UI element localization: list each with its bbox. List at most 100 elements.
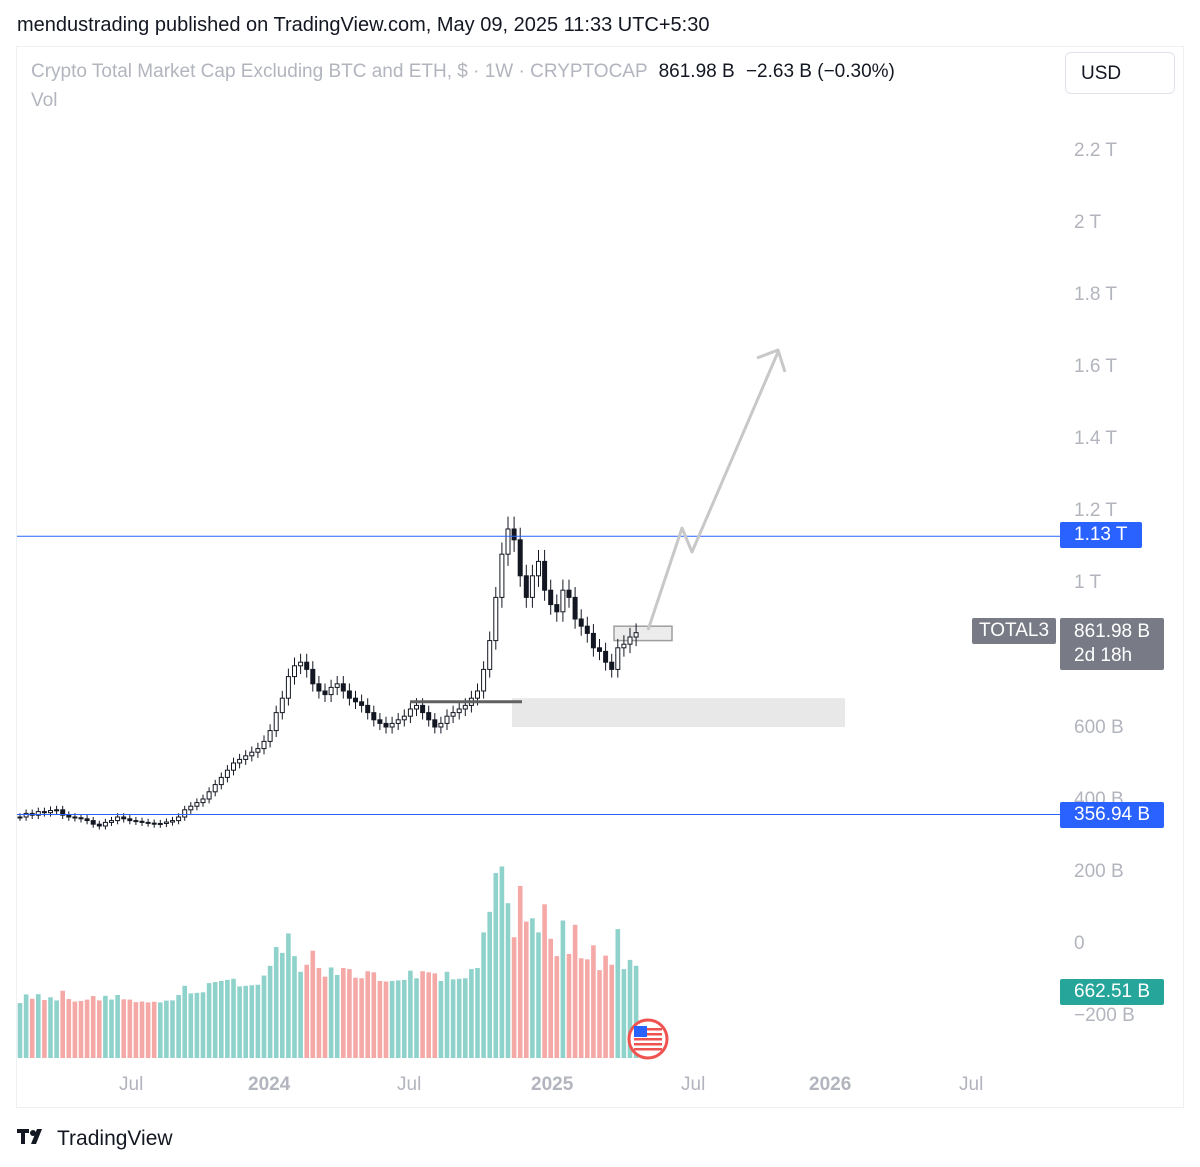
tradingview-logo-icon-svg [17, 1129, 42, 1144]
candle-body [151, 822, 157, 825]
volume-bar [481, 932, 486, 1058]
candle-body [633, 632, 639, 638]
candle-body [261, 740, 267, 750]
candle-body [182, 809, 188, 818]
volume-tag: 662.51 B [1060, 979, 1165, 1005]
candle-body [249, 751, 255, 757]
volume-bar [420, 971, 425, 1058]
volume-bar [383, 981, 389, 1058]
volume-bar [90, 996, 96, 1058]
candle-body [505, 528, 511, 555]
price-tick: 1.4 T [1074, 428, 1117, 449]
candle-body [127, 818, 133, 822]
last-price-value: 861.98 B [1074, 621, 1151, 642]
volume-bar [115, 995, 120, 1058]
candle-body [627, 636, 633, 645]
candle-body [72, 816, 78, 819]
volume-bar [463, 978, 468, 1058]
candle-body [322, 690, 328, 696]
candle-body [279, 697, 285, 714]
volume-bar [29, 998, 35, 1058]
candle-body [35, 811, 41, 816]
candle-body [578, 618, 584, 627]
volume-bar [615, 929, 621, 1058]
candle-body [292, 665, 297, 678]
candle-body [542, 560, 548, 591]
candle-body [243, 755, 249, 760]
price-tick: 600 B [1074, 717, 1124, 738]
candle-body [371, 712, 377, 721]
candle-body [188, 805, 194, 811]
volume-bar [261, 975, 267, 1058]
candle-body [584, 625, 590, 634]
volume-bar [84, 999, 90, 1058]
volume-bar [72, 1001, 78, 1058]
volume-bar [542, 904, 547, 1058]
volume-bar [212, 982, 218, 1058]
volume-bar [182, 985, 187, 1058]
footer-brand[interactable]: TradingView [17, 1126, 173, 1152]
volume-bar [341, 968, 346, 1058]
candle-body [285, 676, 291, 699]
volume-bar [48, 997, 53, 1058]
volume-bar [219, 980, 224, 1058]
candle-body [353, 697, 358, 703]
price-tick: 1.8 T [1074, 284, 1117, 305]
candle-body [548, 589, 554, 606]
candle-body [523, 575, 529, 598]
candle-body [426, 712, 432, 721]
candle-body [66, 814, 72, 818]
zones [512, 625, 845, 727]
candle-body [346, 690, 352, 699]
candle-body [170, 820, 175, 823]
candle-body [224, 769, 230, 778]
time-tick: Jul [397, 1074, 422, 1095]
volume-bar [426, 972, 431, 1058]
volume-bar [609, 964, 614, 1058]
candle-body [365, 704, 371, 714]
volume-bar [548, 938, 553, 1058]
volume-bar [200, 992, 206, 1058]
candle-body [231, 762, 236, 771]
overlay [17, 348, 1060, 1060]
volume-bar [164, 1000, 169, 1058]
volume-bar [176, 995, 181, 1058]
candle-body [395, 719, 401, 724]
volume-bar [591, 945, 596, 1058]
volume-bar [243, 985, 248, 1058]
volume-bar [255, 984, 261, 1058]
volume-bar [389, 980, 395, 1058]
candle-body [273, 712, 279, 732]
breakout-zone [613, 625, 673, 642]
candle-body [566, 589, 572, 598]
candle-body [84, 818, 90, 822]
volume-bar [267, 965, 273, 1058]
volume-bar [17, 1003, 23, 1058]
candle-body [176, 816, 182, 822]
price-tick: 2 T [1074, 212, 1102, 233]
volume-bar [334, 975, 340, 1058]
price-tick: −200 B [1074, 1005, 1135, 1026]
volume-bar [487, 911, 492, 1058]
volume-bar [621, 969, 627, 1058]
currency-button[interactable]: USD [1065, 52, 1175, 94]
volume-bar [627, 959, 633, 1058]
candle-body [267, 730, 273, 742]
legend-title[interactable]: Crypto Total Market Cap Excluding BTC an… [31, 61, 648, 82]
candle-body [96, 823, 102, 827]
candle-body [115, 816, 121, 822]
candle-body [432, 719, 438, 728]
volume-legend[interactable]: Vol [31, 90, 58, 111]
chart-legend: Crypto Total Market Cap Excluding BTC an… [31, 61, 895, 83]
volume-bar [365, 971, 370, 1058]
volume-bar [36, 994, 41, 1058]
candle-body [407, 708, 413, 717]
volume-bar [78, 1000, 84, 1058]
volume-bar [408, 970, 413, 1058]
candle-body [603, 650, 609, 663]
volume-bar [225, 979, 230, 1058]
candle-body [517, 539, 523, 577]
brand-name: TradingView [57, 1127, 173, 1150]
candle-body [194, 802, 200, 807]
